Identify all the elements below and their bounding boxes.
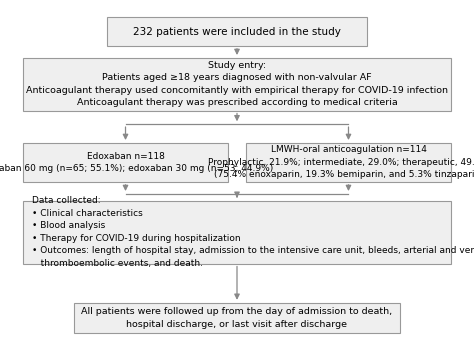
Text: Study entry:
Patients aged ≥18 years diagnosed with non-valvular AF
Anticoagulan: Study entry: Patients aged ≥18 years dia…: [26, 61, 448, 108]
Text: 232 patients were included in the study: 232 patients were included in the study: [133, 26, 341, 36]
Text: LMWH-oral anticoagulation n=114
Prophylactic, 21.9%; intermediate, 29.0%; therap: LMWH-oral anticoagulation n=114 Prophyla…: [208, 145, 474, 179]
Text: All patients were followed up from the day of admission to death,
hospital disch: All patients were followed up from the d…: [82, 307, 392, 329]
FancyBboxPatch shape: [23, 201, 451, 264]
FancyBboxPatch shape: [107, 17, 367, 46]
FancyBboxPatch shape: [246, 143, 451, 182]
FancyBboxPatch shape: [74, 303, 400, 333]
FancyBboxPatch shape: [23, 143, 228, 182]
Text: Edoxaban n=118
Edoxaban 60 mg (n=65; 55.1%); edoxaban 30 mg (n=53; 44.9%): Edoxaban n=118 Edoxaban 60 mg (n=65; 55.…: [0, 152, 273, 173]
Text: Data collected:
• Clinical characteristics
• Blood analysis
• Therapy for COVID-: Data collected: • Clinical characteristi…: [32, 196, 474, 268]
FancyBboxPatch shape: [23, 58, 451, 111]
